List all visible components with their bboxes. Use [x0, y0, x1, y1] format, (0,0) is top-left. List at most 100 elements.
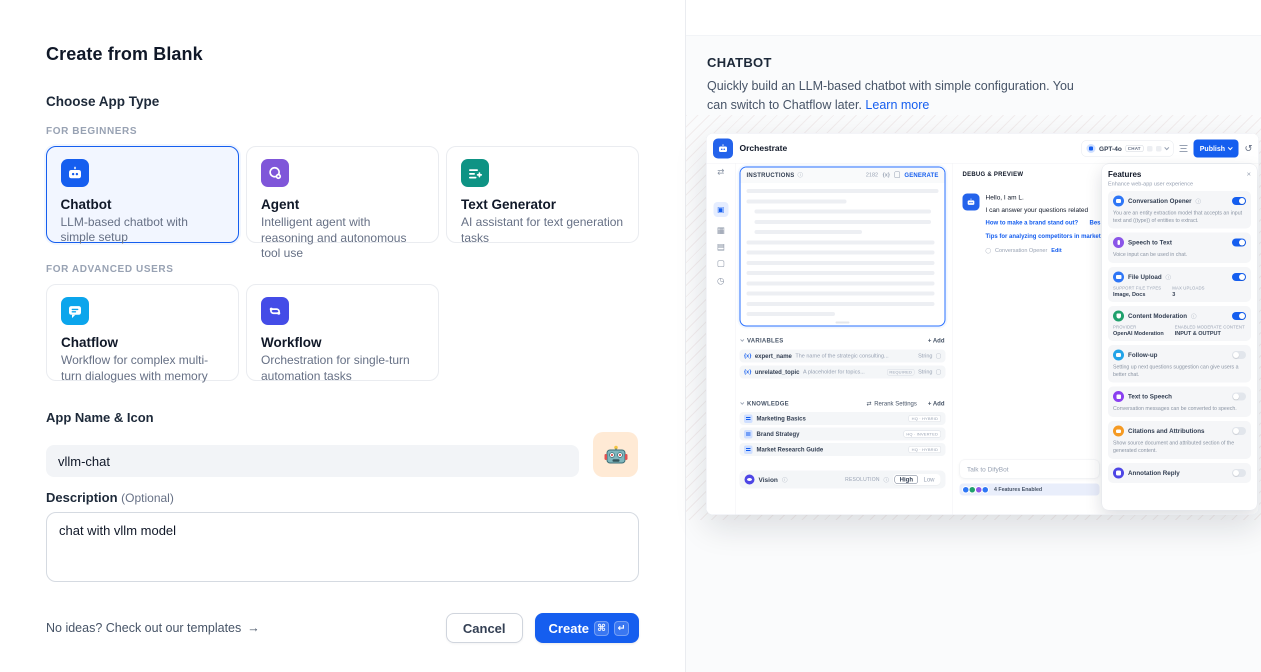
app-name-label: App Name & Icon [46, 410, 154, 425]
rerank-icon: ⇄ [866, 400, 872, 407]
bot-message: Hello, I am L. I can answer your questio… [962, 192, 1101, 254]
for-beginners-label: FOR BEGINNERS [46, 126, 138, 137]
add-variable-button: + Add [927, 337, 945, 344]
chatflow-icon [61, 297, 89, 325]
close-icon: × [1246, 170, 1251, 179]
app-name-row [46, 432, 639, 477]
feature-dot-icon [981, 485, 989, 494]
preview-stripe-background: Orchestrate GPT-4o CHAT [686, 115, 1261, 520]
resolution-high: High [894, 475, 918, 484]
skeleton-line [746, 291, 935, 296]
card-desc: AI assistant for text generation tasks [461, 215, 624, 245]
content-moderation-icon [1113, 310, 1124, 322]
app-icon-picker[interactable] [593, 432, 638, 477]
suggested-question: How to make a brand stand out? [985, 219, 1079, 227]
app-preview-screenshot: Orchestrate GPT-4o CHAT [706, 133, 1259, 515]
info-icon [1195, 198, 1202, 204]
citations-icon [1113, 425, 1124, 437]
resize-handle [835, 321, 850, 324]
variable-row: {x} expert_name The name of the strategi… [739, 349, 946, 363]
toggle-off [1232, 468, 1246, 477]
opener-icon [985, 247, 991, 254]
info-icon [781, 476, 788, 483]
column-divider [952, 163, 953, 515]
image-nav-icon: ▦ [716, 225, 725, 235]
preview-app-icon [713, 138, 733, 159]
info-icon [883, 476, 890, 483]
description-input[interactable]: chat with vllm model [46, 512, 639, 582]
preview-topbar: Orchestrate GPT-4o CHAT [706, 133, 1259, 164]
app-type-card-chatflow[interactable]: Chatflow Workflow for complex multi-turn… [46, 284, 239, 383]
feature-item: Speech to Text Voice input can be used i… [1108, 232, 1251, 264]
create-button[interactable]: Create ⌘ ↵ [534, 613, 639, 643]
instructions-skeleton [741, 183, 945, 316]
app-type-card-agent[interactable]: Agent Intelligent agent with reasoning a… [246, 146, 439, 260]
collapse-icon [740, 400, 745, 405]
variable-row: {x} unrelated_topic A placeholder for to… [739, 365, 946, 379]
robot-emoji-icon [604, 445, 627, 463]
card-title: Chatflow [61, 335, 118, 350]
model-selector: GPT-4o CHAT [1081, 140, 1174, 157]
edit-opener-link: Edit [1051, 247, 1062, 254]
toggle-off [1232, 351, 1246, 360]
orchestrate-nav-icon: ▣ [713, 202, 729, 217]
app-type-card-workflow[interactable]: Workflow Orchestration for single-turn a… [246, 284, 439, 383]
suggested-question: Tips for analyzing competitors in market [985, 232, 1101, 240]
card-title: Workflow [261, 335, 322, 350]
info-icon [1191, 313, 1197, 319]
skeleton-line [746, 189, 939, 193]
card-desc: Intelligent agent with reasoning and aut… [261, 215, 407, 261]
knowledge-row: Brand Strategy HQ · INVERTED [739, 427, 946, 441]
preview-panel: CHATBOT Quickly build an LLM-based chatb… [685, 0, 1261, 672]
skeleton-line [746, 301, 935, 306]
description-optional: (Optional) [121, 491, 174, 505]
knowledge-row: Market Research Guide HQ · HYBRID [739, 443, 946, 456]
debug-preview-title: DEBUG & PREVIEW [962, 170, 1024, 178]
learn-more-link[interactable]: Learn more [865, 97, 930, 112]
feature-item: Text to Speech Conversation messages can… [1108, 386, 1251, 418]
text-to-speech-icon [1113, 391, 1124, 403]
app-type-card-chatbot[interactable]: Chatbot LLM-based chatbot with simple se… [46, 146, 239, 245]
skeleton-line [746, 240, 935, 245]
workflow-icon [261, 297, 289, 325]
chatbot-icon [60, 158, 89, 187]
skeleton-line [754, 219, 932, 224]
feature-item: Annotation Reply [1108, 462, 1251, 483]
dataset-icon [744, 414, 753, 423]
card-desc: LLM-based chatbot with simple setup [60, 214, 188, 245]
card-desc: Workflow for complex multi-turn dialogue… [61, 353, 209, 383]
agent-icon [261, 159, 289, 187]
app-name-input[interactable] [46, 445, 579, 477]
create-form-panel: Create from Blank Choose App Type FOR BE… [46, 44, 639, 643]
description-label: Description [46, 490, 118, 505]
feature-item: Citations and Attributions Show source d… [1108, 421, 1251, 459]
instructions-panel: INSTRUCTIONS 2182 {x} GENERATE [739, 166, 946, 327]
model-settings-icon [1155, 145, 1162, 152]
info-icon [1165, 274, 1172, 280]
bot-avatar [962, 193, 980, 211]
publish-button: Publish [1193, 139, 1239, 158]
variable-settings-icon [936, 369, 941, 375]
resolution-toggle: High Low [893, 474, 941, 485]
cancel-button[interactable]: Cancel [445, 613, 523, 643]
dataset-icon [744, 445, 753, 454]
params-sliders-icon [1179, 145, 1188, 152]
skeleton-line [754, 230, 863, 234]
templates-link[interactable]: No ideas? Check out our templates → [46, 621, 260, 635]
collapse-icon [740, 337, 745, 342]
features-card: Features Enhance web-app user experience… [1101, 163, 1258, 511]
app-type-card-text-generator[interactable]: Text Generator AI assistant for text gen… [446, 146, 639, 245]
toggle-on [1232, 238, 1246, 247]
feature-item: Content Moderation PROVIDER OpenAI Moder… [1108, 306, 1251, 342]
resolution-low: Low [923, 476, 935, 483]
text-generator-icon [461, 159, 489, 187]
skeleton-line [746, 250, 935, 255]
swap-icon: ⇄ [717, 167, 725, 177]
modal-footer: No ideas? Check out our templates → Canc… [46, 613, 639, 643]
info-icon [797, 172, 803, 178]
toggle-on [1232, 273, 1246, 282]
card-title: Text Generator [461, 197, 557, 212]
char-count: 2182 [865, 171, 879, 178]
generate-button: GENERATE [904, 171, 939, 179]
